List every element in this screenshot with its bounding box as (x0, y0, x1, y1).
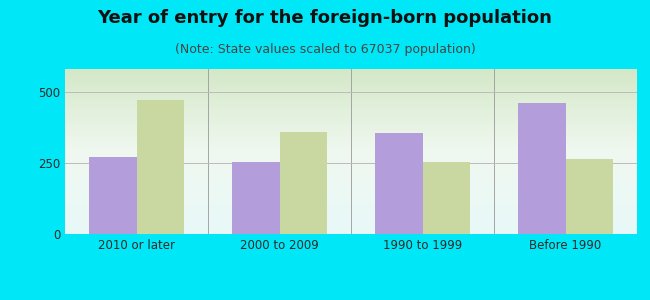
Bar (280, 132, 327, 234)
Bar (136, 100, 184, 234)
Bar (89, 157, 136, 234)
Text: Year of entry for the foreign-born population: Year of entry for the foreign-born popul… (98, 9, 552, 27)
Text: (Note: State values scaled to 67037 population): (Note: State values scaled to 67037 popu… (175, 44, 475, 56)
Bar (518, 103, 566, 234)
Bar (422, 162, 470, 234)
Bar (566, 159, 613, 234)
Bar (232, 162, 280, 234)
Bar (375, 133, 422, 234)
